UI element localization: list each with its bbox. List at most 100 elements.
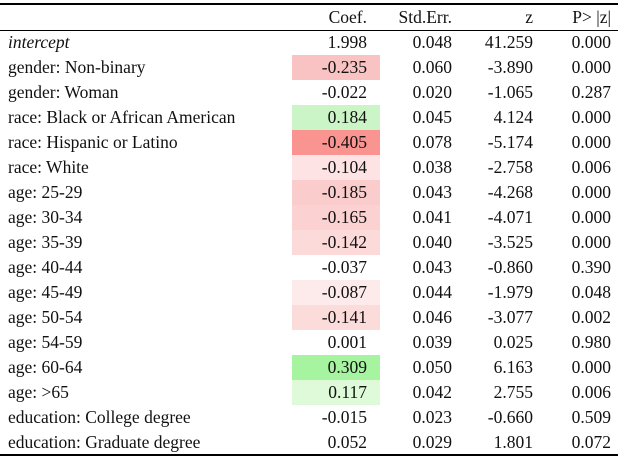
- table-row: race: Hispanic or Latino -0.405 0.078 -5.17…: [0, 130, 618, 155]
- row-label: age: 60-64: [8, 357, 83, 377]
- table-row: age: 50-54 -0.141 0.046 -3.077 0.002: [0, 305, 618, 330]
- z-value: -2.758: [487, 157, 533, 177]
- z-value: 41.259: [484, 32, 533, 53]
- row-label: intercept: [8, 32, 70, 53]
- p-value: 0.002: [571, 307, 611, 327]
- table-body: intercept 1.998 0.048 41.259 0.000 gender: No…: [0, 30, 618, 455]
- table-row: gender: Woman -0.022 0.020 -1.065 0.287: [0, 80, 618, 105]
- stderr-value: 0.078: [412, 132, 452, 152]
- stderr-value: 0.050: [412, 357, 452, 377]
- coef-value: -0.037: [321, 257, 367, 277]
- coef-value: -0.165: [292, 205, 380, 230]
- row-label: race: Black or African American: [8, 107, 236, 127]
- coef-value: -0.141: [292, 305, 380, 330]
- z-value: 2.755: [493, 382, 533, 402]
- coef-value: 0.309: [292, 355, 380, 380]
- row-label: gender: Woman: [8, 82, 119, 102]
- row-label: gender: Non-binary: [8, 57, 146, 77]
- z-value: 0.025: [493, 332, 533, 352]
- p-value: 0.000: [571, 107, 611, 127]
- row-label: age: 50-54: [8, 307, 83, 327]
- row-label: age: 35-39: [8, 232, 83, 252]
- row-label: education: College degree: [8, 407, 191, 427]
- z-value: -0.660: [487, 407, 533, 427]
- p-value: 0.390: [571, 257, 611, 277]
- row-label: race: White: [8, 157, 89, 177]
- stderr-value: 0.039: [412, 332, 452, 352]
- row-label: age: 54-59: [8, 332, 83, 352]
- z-value: -4.268: [487, 182, 533, 202]
- p-value: 0.000: [571, 357, 611, 377]
- table-row: age: 40-44 -0.037 0.043 -0.860 0.390: [0, 255, 618, 280]
- header-p-value: P> |z|: [533, 4, 618, 31]
- regression-results-table: Coef. Std.Err. z P> |z| intercept 1.998 0.…: [0, 3, 618, 456]
- row-label: age: >65: [8, 382, 69, 402]
- row-label: race: Hispanic or Latino: [8, 132, 178, 152]
- stderr-value: 0.042: [412, 382, 452, 402]
- coef-value: -0.405: [292, 130, 380, 155]
- coef-value: -0.087: [292, 280, 380, 305]
- table-row: gender: Non-binary -0.235 0.060 -3.890 0.000: [0, 55, 618, 80]
- coef-value: -0.104: [292, 155, 380, 180]
- row-label: education: Graduate degree: [8, 431, 201, 452]
- z-value: 6.163: [493, 357, 533, 377]
- table-row: education: Graduate degree 0.052 0.029 1.80…: [0, 430, 618, 455]
- z-value: -5.174: [487, 132, 533, 152]
- header-row: Coef. Std.Err. z P> |z|: [0, 4, 618, 31]
- p-value: 0.000: [571, 207, 611, 227]
- stderr-value: 0.044: [412, 282, 452, 302]
- stderr-value: 0.046: [412, 307, 452, 327]
- coef-value: -0.142: [292, 230, 380, 255]
- p-value: 0.000: [571, 232, 611, 252]
- p-value: 0.000: [571, 57, 611, 77]
- table-header: Coef. Std.Err. z P> |z|: [0, 4, 618, 31]
- p-value: 0.000: [571, 32, 611, 53]
- coef-value: -0.022: [321, 82, 367, 102]
- row-label: age: 45-49: [8, 282, 83, 302]
- coef-value: 0.117: [292, 380, 380, 405]
- stderr-value: 0.038: [412, 157, 452, 177]
- coef-value: -0.015: [321, 407, 367, 427]
- z-value: 4.124: [493, 107, 533, 127]
- z-value: -1.065: [487, 82, 533, 102]
- row-label: age: 25-29: [8, 182, 83, 202]
- coef-value: 0.001: [327, 332, 367, 352]
- row-label: age: 30-34: [8, 207, 83, 227]
- p-value: 0.000: [571, 132, 611, 152]
- stderr-value: 0.048: [412, 32, 452, 53]
- table-row: age: 60-64 0.309 0.050 6.163 0.000: [0, 355, 618, 380]
- header-coef: Coef.: [292, 4, 380, 31]
- table-row: age: >65 0.117 0.042 2.755 0.006: [0, 380, 618, 405]
- stderr-value: 0.020: [412, 82, 452, 102]
- p-value: 0.072: [571, 431, 611, 452]
- table-row: intercept 1.998 0.048 41.259 0.000: [0, 30, 618, 55]
- table-row: race: Black or African American 0.184 0.04…: [0, 105, 618, 130]
- p-value: 0.006: [571, 382, 611, 402]
- p-value: 0.980: [571, 332, 611, 352]
- stderr-value: 0.040: [412, 232, 452, 252]
- table-row: race: White -0.104 0.038 -2.758 0.006: [0, 155, 618, 180]
- stderr-value: 0.043: [412, 257, 452, 277]
- z-value: 1.801: [493, 431, 533, 452]
- p-value: 0.000: [571, 182, 611, 202]
- z-value: -1.979: [487, 282, 533, 302]
- coef-value: -0.235: [292, 55, 380, 80]
- table-row: age: 35-39 -0.142 0.040 -3.525 0.000: [0, 230, 618, 255]
- z-value: -4.071: [487, 207, 533, 227]
- table-row: age: 54-59 0.001 0.039 0.025 0.980: [0, 330, 618, 355]
- stderr-value: 0.043: [412, 182, 452, 202]
- coef-value: 0.052: [327, 431, 367, 452]
- table-row: age: 30-34 -0.165 0.041 -4.071 0.000: [0, 205, 618, 230]
- header-variable: [0, 4, 292, 31]
- z-value: -0.860: [487, 257, 533, 277]
- z-value: -3.890: [487, 57, 533, 77]
- stderr-value: 0.060: [412, 57, 452, 77]
- table-row: education: College degree -0.015 0.023 -0.6…: [0, 405, 618, 430]
- stderr-value: 0.045: [412, 107, 452, 127]
- stderr-value: 0.029: [412, 431, 452, 452]
- header-stderr: Std.Err.: [380, 4, 452, 31]
- table-row: age: 45-49 -0.087 0.044 -1.979 0.048: [0, 280, 618, 305]
- p-value: 0.287: [571, 82, 611, 102]
- table-row: age: 25-29 -0.185 0.043 -4.268 0.000: [0, 180, 618, 205]
- stderr-value: 0.041: [412, 207, 452, 227]
